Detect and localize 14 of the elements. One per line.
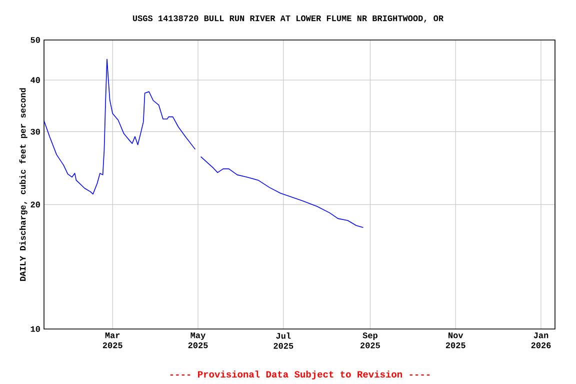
text: ---- Provisional Data Subject to Revision ----: [170, 370, 430, 380]
y-tick-label: 20: [30, 202, 40, 208]
x-tick-label: May 2025: [188, 332, 208, 348]
y-tick-label: 30: [30, 128, 40, 135]
x-tick-label: Jan 2026: [531, 332, 551, 348]
y-axis-title: DAILY Discharge, cubic feet per second: [19, 88, 28, 281]
x-tick-label: Sep 2025: [360, 332, 380, 348]
y-tick-label: 10: [30, 326, 40, 332]
y-tick-label: 40: [30, 77, 40, 83]
x-tick-label: Nov 2025: [446, 332, 466, 348]
y-tick-label: 50: [30, 37, 40, 43]
chart-title: USGS 14138720 BULL RUN RIVER AT LOWER FLUME NR BRIGHTWOOD, OR: [132, 15, 444, 23]
x-tick-label: Mar 2025: [102, 332, 122, 348]
x-tick-label: Jul 2025: [274, 332, 294, 349]
